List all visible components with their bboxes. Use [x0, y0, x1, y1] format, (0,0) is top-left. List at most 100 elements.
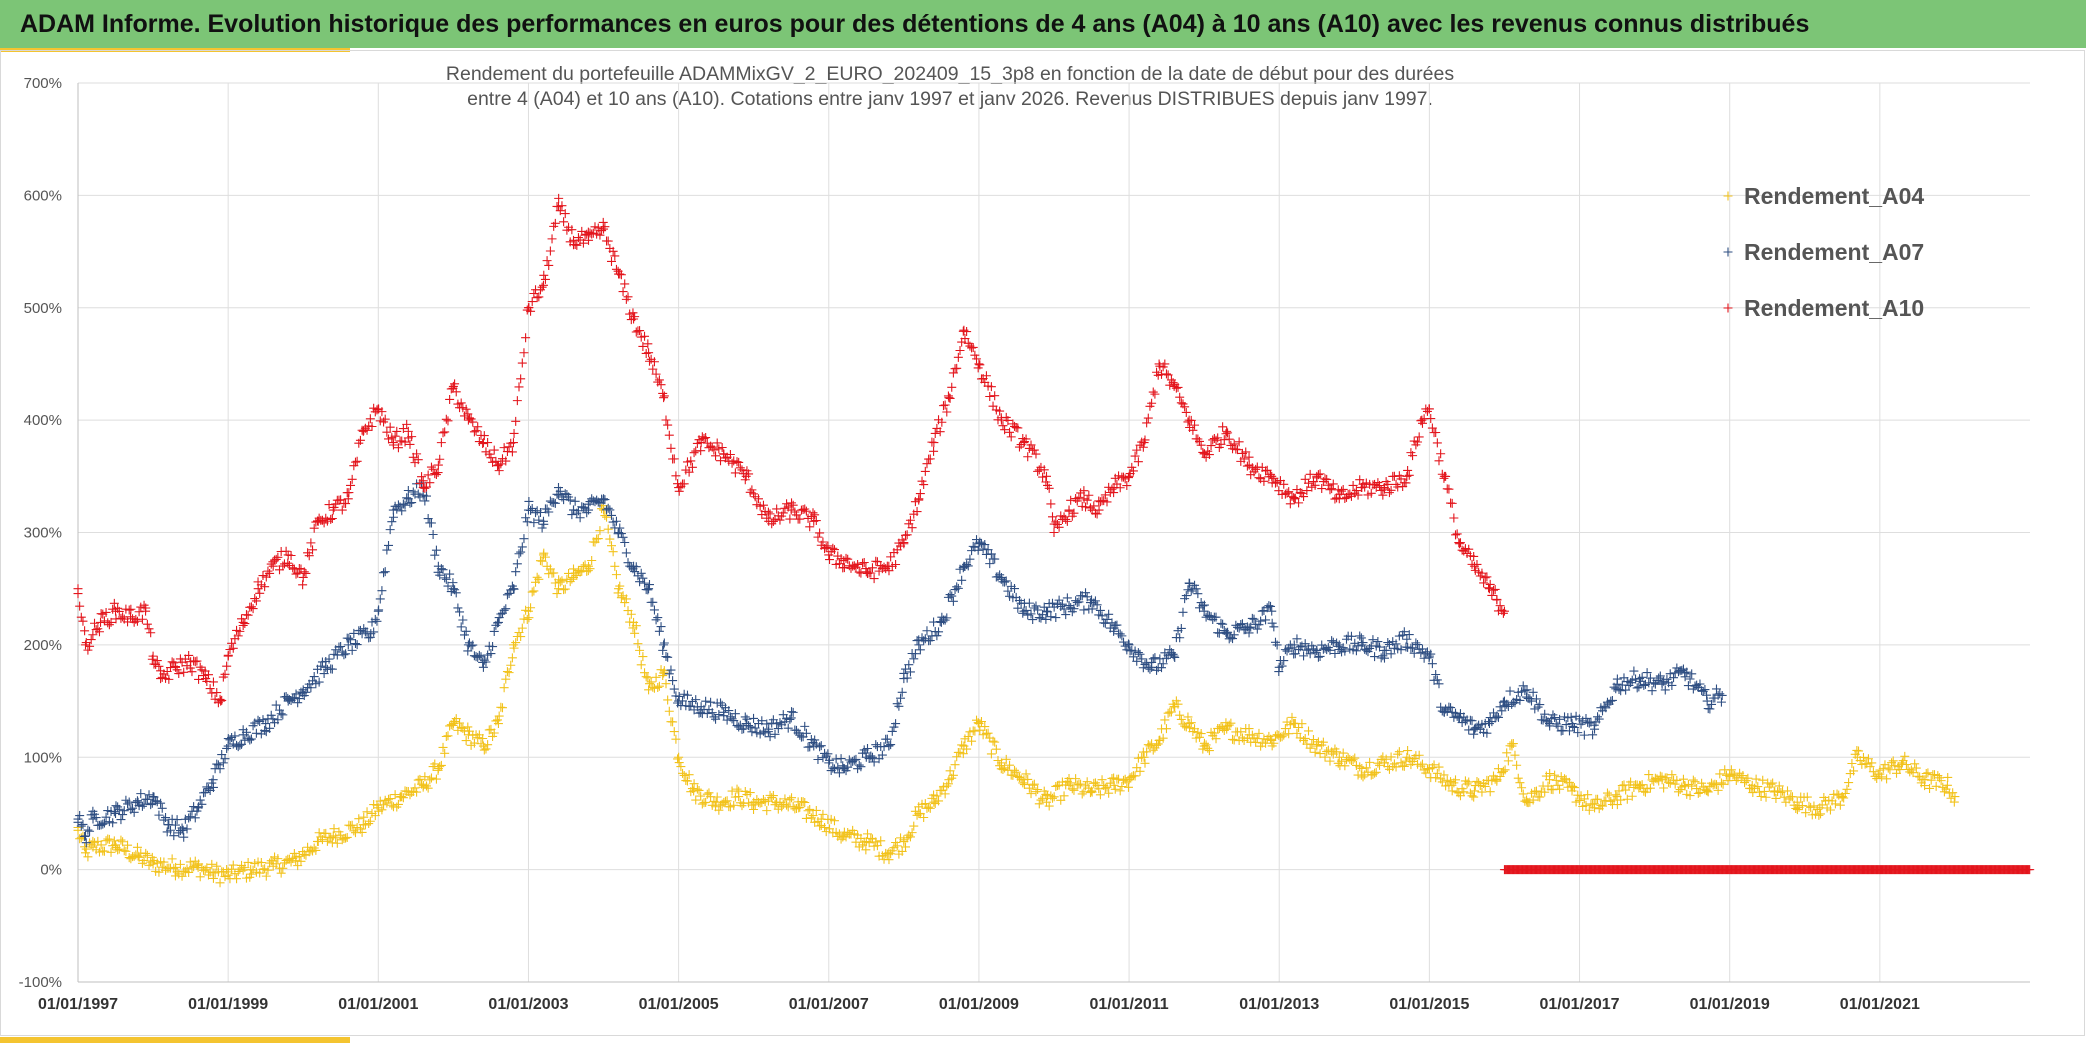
data-point [461, 736, 471, 746]
data-point [1183, 712, 1193, 722]
data-point [1802, 792, 1812, 802]
data-point [894, 701, 904, 711]
data-point [1464, 777, 1474, 787]
data-point [1370, 768, 1380, 778]
data-point [431, 545, 441, 555]
data-point [256, 858, 266, 868]
data-point [215, 764, 225, 774]
data-point [397, 506, 407, 516]
data-point [445, 569, 455, 579]
data-point [233, 866, 243, 876]
data-point [621, 548, 631, 558]
data-point [195, 872, 205, 882]
data-point [1865, 762, 1875, 772]
data-point [114, 804, 124, 814]
data-point [1315, 749, 1325, 759]
data-point [829, 816, 839, 826]
data-point [408, 487, 418, 497]
x-tick-label: 01/01/2013 [1239, 996, 1319, 1013]
data-point [1636, 781, 1645, 791]
data-point [509, 643, 519, 653]
data-point [207, 859, 217, 869]
data-point [932, 791, 942, 801]
data-point [772, 504, 782, 514]
data-point [104, 834, 114, 844]
data-point [379, 568, 389, 578]
data-point [374, 605, 384, 615]
data-point [1759, 786, 1769, 796]
data-point [1484, 584, 1494, 594]
data-point [483, 740, 493, 750]
series-rendement-a04 [73, 501, 1960, 888]
data-point [365, 632, 375, 642]
data-point [1059, 791, 1069, 801]
data-point [539, 270, 549, 280]
data-point [1449, 513, 1459, 523]
data-point [998, 421, 1008, 431]
data-point [1774, 781, 1784, 791]
data-point [501, 604, 511, 614]
data-point [250, 594, 260, 604]
data-point [1279, 730, 1289, 740]
data-point [1391, 762, 1401, 772]
data-point [347, 820, 357, 830]
data-point [504, 588, 514, 598]
data-point [1531, 786, 1541, 796]
data-point [517, 358, 527, 368]
data-point [1455, 538, 1465, 548]
data-point [1381, 754, 1391, 764]
data-point [1318, 737, 1328, 747]
y-tick-label: 500% [24, 300, 62, 317]
data-point [986, 749, 996, 759]
data-point [109, 836, 119, 846]
data-point [907, 828, 917, 838]
data-point [666, 665, 676, 675]
data-point [636, 660, 646, 670]
data-point [887, 726, 897, 736]
data-point [606, 541, 616, 551]
data-point [547, 234, 557, 244]
data-point [1026, 789, 1036, 799]
data-point [990, 391, 1000, 401]
data-point [785, 795, 795, 805]
data-point [169, 831, 179, 841]
data-point [146, 628, 156, 638]
data-point [415, 774, 425, 784]
data-point [463, 722, 473, 732]
data-point [1358, 772, 1368, 782]
data-point [651, 615, 661, 625]
data-point [603, 524, 613, 534]
data-point [745, 788, 755, 798]
data-point [430, 759, 440, 769]
data-point [859, 837, 869, 847]
data-point [1751, 774, 1761, 784]
data-point [1776, 787, 1786, 797]
data-point [1593, 794, 1603, 804]
data-point [932, 631, 942, 641]
data-point [83, 825, 93, 835]
data-point [412, 787, 422, 797]
data-point [1029, 779, 1039, 789]
data-point [114, 844, 124, 854]
data-point [278, 710, 288, 720]
data-point [328, 831, 338, 841]
data-point [1508, 739, 1518, 749]
data-point [522, 517, 532, 527]
data-point [909, 654, 919, 664]
data-point [955, 346, 965, 356]
data-point [714, 805, 724, 815]
data-point [975, 725, 985, 735]
data-point [1386, 752, 1396, 762]
data-point [638, 573, 648, 583]
data-point [1414, 432, 1424, 442]
data-point [825, 555, 835, 565]
data-point [405, 439, 415, 449]
data-point [905, 832, 915, 842]
data-point [958, 749, 968, 759]
data-point [646, 677, 656, 687]
series-rendement-a07 [73, 478, 1727, 848]
data-point [357, 827, 367, 837]
chart-title: Rendement du portefeuille ADAMMixGV_2_EU… [300, 62, 1600, 112]
data-point [1761, 792, 1771, 802]
data-point [1434, 762, 1444, 772]
